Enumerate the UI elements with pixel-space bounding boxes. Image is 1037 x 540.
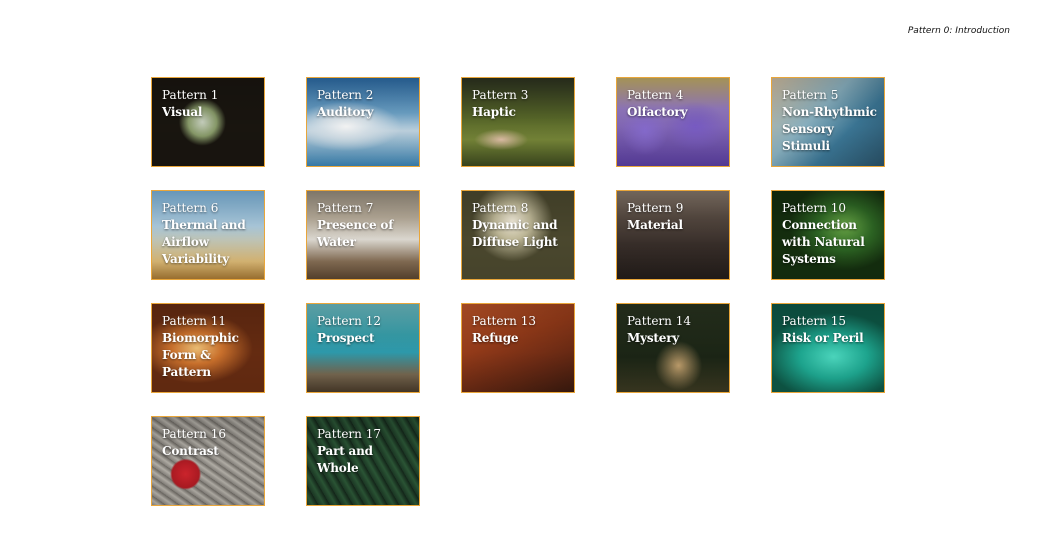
- tile-label: Non-Rhythmic Sensory Stimuli: [782, 105, 877, 153]
- pattern-tile-material[interactable]: Pattern 9 Material: [616, 190, 730, 280]
- tile-image: [307, 191, 419, 279]
- tile-number: Pattern 10: [782, 201, 846, 215]
- tile-label: Risk or Peril: [782, 331, 864, 345]
- tile-label: Biomorphic Form & Pattern: [162, 331, 239, 379]
- pattern-tile-contrast[interactable]: Pattern 16 Contrast: [151, 416, 265, 506]
- tile-label: Refuge: [472, 331, 519, 345]
- tile-label: Part and Whole: [317, 444, 373, 475]
- pattern-tile-water[interactable]: Pattern 7 Presence of Water: [306, 190, 420, 280]
- pattern-tile-refuge[interactable]: Pattern 13 Refuge: [461, 303, 575, 393]
- pattern-tile-visual[interactable]: Pattern 1 Visual: [151, 77, 265, 167]
- pattern-grid: Pattern 1 Visual Pattern 2 Auditory Patter…: [151, 77, 887, 506]
- tile-label: Visual: [162, 105, 203, 119]
- tile-image: [307, 417, 419, 505]
- tile-label: Contrast: [162, 444, 219, 458]
- tile-image: [772, 78, 884, 166]
- tile-number: Pattern 15: [782, 314, 846, 328]
- tile-number: Pattern 7: [317, 201, 374, 215]
- pattern-tile-part-whole[interactable]: Pattern 17 Part and Whole: [306, 416, 420, 506]
- tile-image: [152, 191, 264, 279]
- tile-number: Pattern 12: [317, 314, 381, 328]
- tile-number: Pattern 8: [472, 201, 529, 215]
- tile-number: Pattern 9: [627, 201, 684, 215]
- page-title: Pattern 0: Introduction: [907, 26, 1010, 36]
- pattern-tile-mystery[interactable]: Pattern 14 Mystery: [616, 303, 730, 393]
- tile-image: [772, 191, 884, 279]
- tile-label: Material: [627, 218, 683, 232]
- tile-image: [617, 304, 729, 392]
- tile-label: Mystery: [627, 331, 680, 345]
- tile-number: Pattern 14: [627, 314, 691, 328]
- tile-image: [152, 417, 264, 505]
- tile-number: Pattern 5: [782, 88, 839, 102]
- pattern-tile-natural-systems[interactable]: Pattern 10 Connection with Natural System…: [771, 190, 885, 280]
- pattern-tile-non-rhythmic[interactable]: Pattern 5 Non-Rhythmic Sensory Stimuli: [771, 77, 885, 167]
- tile-image: [462, 304, 574, 392]
- tile-label: Connection with Natural Systems: [782, 218, 865, 266]
- tile-label: Auditory: [317, 105, 374, 119]
- tile-number: Pattern 3: [472, 88, 529, 102]
- pattern-tile-risk[interactable]: Pattern 15 Risk or Peril: [771, 303, 885, 393]
- tile-image: [152, 304, 264, 392]
- pattern-tile-auditory[interactable]: Pattern 2 Auditory: [306, 77, 420, 167]
- pattern-tile-light[interactable]: Pattern 8 Dynamic and Diffuse Light: [461, 190, 575, 280]
- tile-label: Prospect: [317, 331, 375, 345]
- tile-image: [152, 78, 264, 166]
- tile-number: Pattern 2: [317, 88, 374, 102]
- tile-number: Pattern 1: [162, 88, 219, 102]
- tile-number: Pattern 16: [162, 427, 226, 441]
- pattern-tile-haptic[interactable]: Pattern 3 Haptic: [461, 77, 575, 167]
- tile-image: [462, 191, 574, 279]
- tile-label: Haptic: [472, 105, 516, 119]
- tile-image: [772, 304, 884, 392]
- pattern-tile-biomorphic[interactable]: Pattern 11 Biomorphic Form & Pattern: [151, 303, 265, 393]
- tile-number: Pattern 11: [162, 314, 226, 328]
- tile-label: Dynamic and Diffuse Light: [472, 218, 558, 249]
- tile-number: Pattern 4: [627, 88, 684, 102]
- tile-number: Pattern 6: [162, 201, 219, 215]
- tile-label: Thermal and Airflow Variability: [162, 218, 246, 266]
- tile-number: Pattern 17: [317, 427, 381, 441]
- pattern-tile-prospect[interactable]: Pattern 12 Prospect: [306, 303, 420, 393]
- pattern-tile-thermal[interactable]: Pattern 6 Thermal and Airflow Variability: [151, 190, 265, 280]
- tile-image: [307, 78, 419, 166]
- tile-label: Presence of Water: [317, 218, 394, 249]
- tile-image: [307, 304, 419, 392]
- tile-image: [462, 78, 574, 166]
- tile-label: Olfactory: [627, 105, 688, 119]
- pattern-tile-olfactory[interactable]: Pattern 4 Olfactory: [616, 77, 730, 167]
- tile-image: [617, 78, 729, 166]
- tile-image: [617, 191, 729, 279]
- tile-number: Pattern 13: [472, 314, 536, 328]
